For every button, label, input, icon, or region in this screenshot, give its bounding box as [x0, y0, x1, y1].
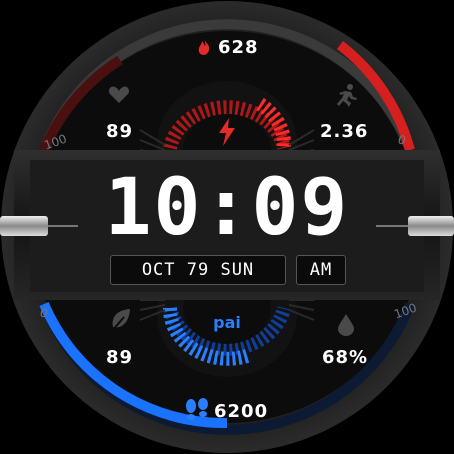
- lightning-icon: [219, 118, 235, 146]
- bottom-arc-level: [39, 302, 228, 429]
- date-box: OCT 79 SUN: [110, 255, 286, 285]
- ampm-box: AM: [296, 255, 346, 285]
- runner-icon: [337, 84, 357, 107]
- steps-value: 6200: [214, 401, 269, 422]
- calories-value: 628: [218, 37, 259, 58]
- humidity-value: 68%: [322, 347, 369, 368]
- leaf-icon: [111, 309, 130, 332]
- distance-value: 2.36: [320, 121, 369, 142]
- drop-icon: [338, 314, 354, 336]
- date-text: OCT 79 SUN: [141, 260, 255, 280]
- pai-value: 89: [106, 347, 134, 368]
- ampm-text: AM: [309, 260, 333, 280]
- footprints-icon: [186, 398, 208, 420]
- pai-label: pai: [213, 313, 241, 332]
- heart-rate-value: 89: [106, 121, 134, 142]
- top-arc-level: [336, 41, 415, 152]
- time-display: 10:09: [104, 163, 350, 253]
- right-knob: [408, 216, 454, 236]
- left-knob: [0, 216, 48, 236]
- top-arc-dim: [39, 55, 123, 152]
- heart-icon: [108, 86, 130, 103]
- flame-icon: [198, 39, 210, 55]
